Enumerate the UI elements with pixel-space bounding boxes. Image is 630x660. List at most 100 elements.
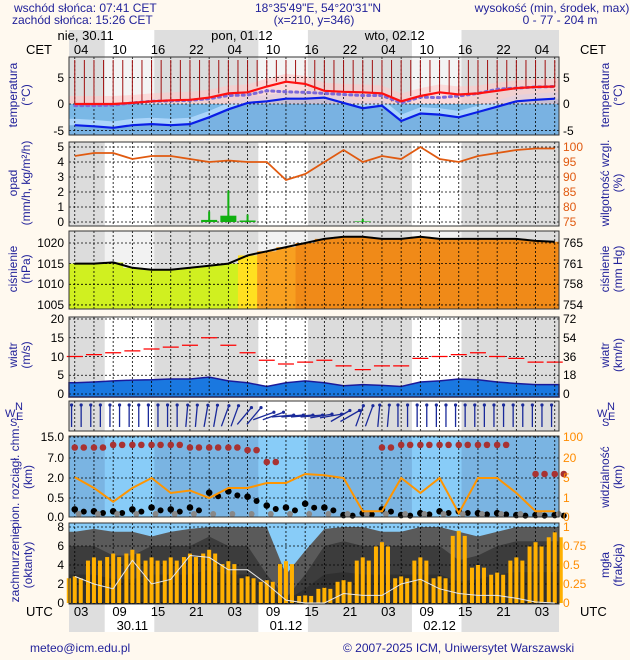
wind-arrow-head-icon: [425, 403, 429, 407]
wind-arrow-icon: [355, 405, 364, 427]
clouds-left-title: zachmurzenie (oktanty): [8, 505, 35, 625]
compass-right-E: E: [608, 411, 616, 423]
fog-right-title: mgła (frakcja): [598, 505, 625, 625]
cloud-base-dot: [363, 510, 370, 517]
cloud-low-dot: [311, 504, 318, 511]
wind-arrow-head-icon: [89, 403, 93, 407]
wind-left-tick-label: 0: [57, 387, 64, 401]
low-cloud-line: [74, 554, 555, 604]
cloud-base-dot: [152, 510, 159, 517]
pressure-left-tick-label: 1010: [37, 277, 64, 292]
bottom-hour-label: 03: [227, 604, 242, 619]
cloud-high-dot: [560, 470, 568, 478]
visibility-right-tick-label: 100: [563, 430, 584, 444]
wind-arrow-icon: [319, 413, 342, 419]
clouds-left-tick-label: 0: [57, 596, 64, 610]
wind-arrow-head-icon: [463, 403, 467, 407]
sunset-text: zachód słońca: 15:26 CET: [12, 13, 153, 27]
fog-bar: [277, 564, 282, 603]
fog-bar: [469, 567, 474, 603]
wind-left-title-line: (m/s): [19, 341, 33, 369]
top-axis-day-band: [104, 30, 155, 57]
cloud-high-dot: [387, 444, 395, 451]
wind-arrow-head-icon: [79, 403, 83, 407]
sunrise-text: wschód słońca: 07:41 CET: [14, 1, 157, 15]
pressure-fill: [69, 263, 85, 309]
pressure-left-tick-label: 1005: [37, 297, 64, 312]
fog-bar: [239, 578, 244, 603]
bottom-hour-label: 03: [381, 604, 396, 619]
cloud-low-dot: [291, 507, 298, 514]
compass-left-S: S: [10, 417, 18, 429]
cloud-low-dot: [167, 506, 175, 513]
pressure-fill: [314, 238, 335, 309]
bottom-hour-label: 03: [534, 604, 550, 619]
cloudbase-left-tick-label: 7.0: [47, 451, 64, 465]
bottom-hour-label: 21: [189, 604, 204, 619]
pressure-fill: [545, 241, 560, 309]
wind-arrow-head-icon: [137, 403, 141, 407]
footer-email[interactable]: meteo@icm.edu.pl: [30, 641, 131, 655]
wind-arrow-icon: [236, 407, 252, 425]
bottom-date-label: 01.12: [269, 618, 303, 633]
visibility-right-tick-label: 0: [563, 510, 570, 524]
top-hour-label: 10: [419, 42, 434, 57]
top-hour-label: 16: [304, 42, 319, 57]
fog-bar: [385, 546, 390, 603]
top-day-label: pon, 01.12: [211, 28, 273, 43]
cloud-low-dot: [272, 506, 279, 513]
temp-left-tick-label: 5: [57, 70, 64, 85]
wind-arrow-head-icon: [206, 403, 210, 407]
top-hour-label: 22: [342, 42, 358, 57]
visibility-right-tick-label: 1: [563, 491, 570, 505]
cloud-high-dot: [186, 444, 194, 451]
fog-bar: [283, 561, 288, 603]
fog-bar: [495, 572, 500, 603]
cloud-base-dot: [402, 510, 409, 517]
fog-bar: [328, 588, 333, 603]
temp-right-tick-label: 5: [563, 70, 570, 85]
wind-arrow-head-icon: [453, 403, 458, 407]
cloud-low-dot: [71, 506, 79, 513]
top-hour-label: 16: [150, 42, 166, 57]
top-hour-label: 22: [189, 42, 204, 57]
fog-bar: [316, 588, 321, 603]
clouds-left-title-line: (oktanty): [21, 541, 35, 589]
wind-arrow-head-icon: [249, 405, 254, 410]
fog-bar: [354, 560, 359, 603]
wind-arrow-head-icon: [540, 403, 544, 407]
pressure-fill: [161, 269, 181, 309]
pressure-fill: [468, 238, 489, 309]
wind-arrow-head-icon: [396, 403, 400, 407]
cloud-low-dot: [186, 504, 194, 511]
cloud-base-dot: [325, 510, 332, 517]
cloud-high-dot: [157, 441, 164, 449]
precip-left-tick-label: 2: [57, 185, 64, 199]
temp-dew-area: [69, 97, 559, 135]
cloud-low-dot: [445, 510, 452, 517]
wind-left-tick-label: 5: [57, 368, 64, 383]
precip-day-band: [411, 142, 462, 226]
fog-bar: [393, 578, 398, 603]
cloud-base-dot: [229, 510, 236, 517]
cloud-high-dot: [272, 458, 280, 466]
elevation-value: 0 - 77 - 204 m: [522, 13, 598, 27]
cloud-high-dot: [417, 441, 424, 449]
fog-bar: [105, 557, 110, 603]
cloud-high-dot: [378, 444, 386, 451]
precip-bar: [227, 190, 230, 222]
fog-bar: [501, 574, 506, 603]
fog-bar: [366, 560, 371, 603]
wind-arrow-head-icon: [227, 404, 231, 408]
bottom-hour-label: 09: [419, 604, 434, 619]
fog-right-tick-label: 1: [563, 520, 570, 534]
bottom-hour-label: 09: [265, 604, 281, 619]
cloud-low-dot: [234, 492, 241, 499]
fog-bar: [72, 576, 77, 603]
cloud-low-dot: [368, 511, 375, 518]
fog-bar: [187, 553, 192, 603]
bottom-date-label: 30.11: [116, 618, 149, 633]
cloud-base-dot: [498, 510, 505, 517]
top-timezone-right: CET: [580, 42, 606, 57]
